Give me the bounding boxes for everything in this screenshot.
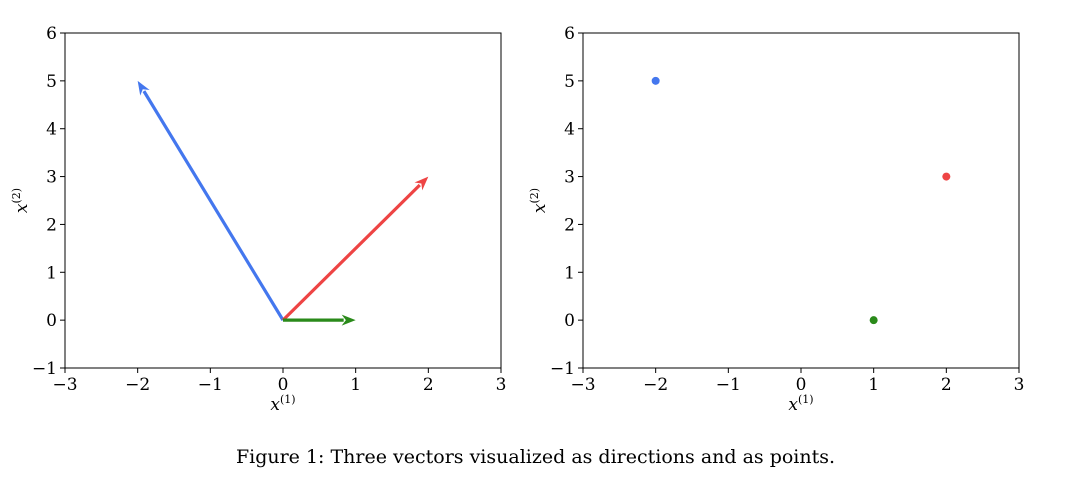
x-tick-label: −2 xyxy=(643,375,668,395)
y-tick-label: 3 xyxy=(564,168,575,188)
vector-arrow-head xyxy=(137,80,150,96)
y-tick-label: 4 xyxy=(46,120,57,140)
y-tick-label: 4 xyxy=(564,120,575,140)
x-tick-label: 2 xyxy=(423,375,434,395)
vector-arrow-shaft xyxy=(142,90,285,321)
plot-frame xyxy=(582,32,1020,369)
figure-caption: Figure 1: Three vectors visualized as di… xyxy=(235,446,836,468)
y-tick-label: −1 xyxy=(550,359,575,379)
y-tick-label: 5 xyxy=(46,72,57,92)
vector-arrows-plot: −3 −2 −1 0 1 2 3 −1 0 1 2 3 4 5 6 x(1) x(2) xyxy=(10,24,506,415)
y-tick-label: −1 xyxy=(32,359,57,379)
y-tick-label: 1 xyxy=(564,263,575,283)
vector-point xyxy=(869,316,878,325)
x-tick-label: −1 xyxy=(198,375,223,395)
x-tick-label: 3 xyxy=(1014,375,1025,395)
x-tick-label: −3 xyxy=(570,375,595,395)
y-tick-label: 0 xyxy=(46,311,57,331)
x-tick-label: 0 xyxy=(796,375,807,395)
x-tick-label: −1 xyxy=(716,375,741,395)
x-axis-label: x(1) xyxy=(270,393,295,415)
vector-arrow-head xyxy=(414,176,429,191)
y-axis-label: x(2) xyxy=(528,188,550,213)
y-tick-label: 3 xyxy=(46,168,57,188)
y-tick-label: 6 xyxy=(564,24,575,44)
x-tick-label: 2 xyxy=(941,375,952,395)
y-axis-label: x(2) xyxy=(10,188,32,213)
x-tick-label: −3 xyxy=(52,375,77,395)
vector-points-plot: −3 −2 −1 0 1 2 3 −1 0 1 2 3 4 5 6 x(1) x(2) xyxy=(528,24,1024,415)
y-tick-label: 1 xyxy=(46,263,57,283)
vector-point xyxy=(942,172,951,181)
figure-plots: −3 −2 −1 0 1 2 3 −1 0 1 2 3 4 5 6 x(1) x(2) −3 −2 −1 0 1 2 3 −1 0… xyxy=(10,24,1024,415)
y-tick-label: 5 xyxy=(564,72,575,92)
vector-arrow-head xyxy=(341,314,356,326)
x-tick-label: 1 xyxy=(350,375,361,395)
y-tick-label: 2 xyxy=(564,215,575,235)
y-tick-label: 0 xyxy=(564,311,575,331)
vector-arrow-shaft xyxy=(281,183,421,322)
x-axis-label: x(1) xyxy=(788,393,813,415)
y-tick-label: 6 xyxy=(46,24,57,44)
y-tick-label: 2 xyxy=(46,215,57,235)
vector-point xyxy=(651,76,660,85)
x-tick-label: −2 xyxy=(125,375,150,395)
x-tick-label: 1 xyxy=(868,375,879,395)
x-tick-label: 3 xyxy=(496,375,507,395)
x-tick-label: 0 xyxy=(278,375,289,395)
